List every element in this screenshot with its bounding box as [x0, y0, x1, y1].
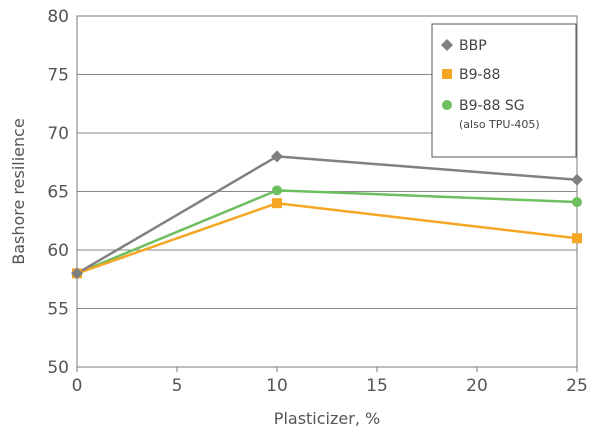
legend-label: B9-88: [459, 67, 500, 83]
legend-note: (also TPU-405): [459, 118, 540, 131]
data-point: [271, 150, 283, 163]
x-tick-label: 5: [172, 376, 183, 396]
data-point: [71, 267, 83, 280]
x-tick-label: 25: [566, 376, 588, 396]
y-tick-label: 70: [47, 124, 69, 144]
legend-marker: [441, 39, 453, 51]
series-layer: [71, 150, 583, 280]
x-axis-label: Plasticizer, %: [274, 409, 380, 428]
x-tick-label: 0: [72, 376, 83, 396]
y-tick-label: 55: [47, 300, 69, 320]
x-tick-label: 15: [366, 376, 388, 396]
y-tick-label: 65: [47, 183, 69, 203]
x-tick-label: 10: [266, 376, 288, 396]
series-line: [76, 189, 578, 275]
legend-box: [431, 23, 577, 158]
legend-marker: [442, 100, 452, 110]
y-axis-label: Bashore resilience: [9, 118, 28, 265]
data-point: [571, 173, 583, 186]
x-axis-ticks: 0 5 10 15 20 25: [72, 367, 588, 396]
legend: BBP B9-88 B9-88 SG (also TPU-405): [431, 23, 577, 158]
legend-label: BBP: [459, 38, 487, 54]
legend-marker: [442, 69, 452, 79]
data-point: [272, 198, 282, 209]
y-axis-ticks: 80 75 70 65 60 55 50: [47, 7, 69, 378]
x-tick-label: 20: [466, 376, 488, 396]
plot-frame: [76, 15, 578, 368]
series-line: [76, 155, 578, 275]
data-point: [272, 185, 282, 196]
series-line: [76, 201, 578, 275]
y-tick-label: 75: [47, 66, 69, 86]
data-point: [572, 233, 582, 244]
legend-label: B9-88 SG: [459, 98, 525, 114]
y-tick-label: 50: [47, 358, 69, 378]
y-tick-label: 60: [47, 241, 69, 261]
data-point: [572, 197, 582, 208]
y-tick-label: 80: [47, 7, 69, 27]
